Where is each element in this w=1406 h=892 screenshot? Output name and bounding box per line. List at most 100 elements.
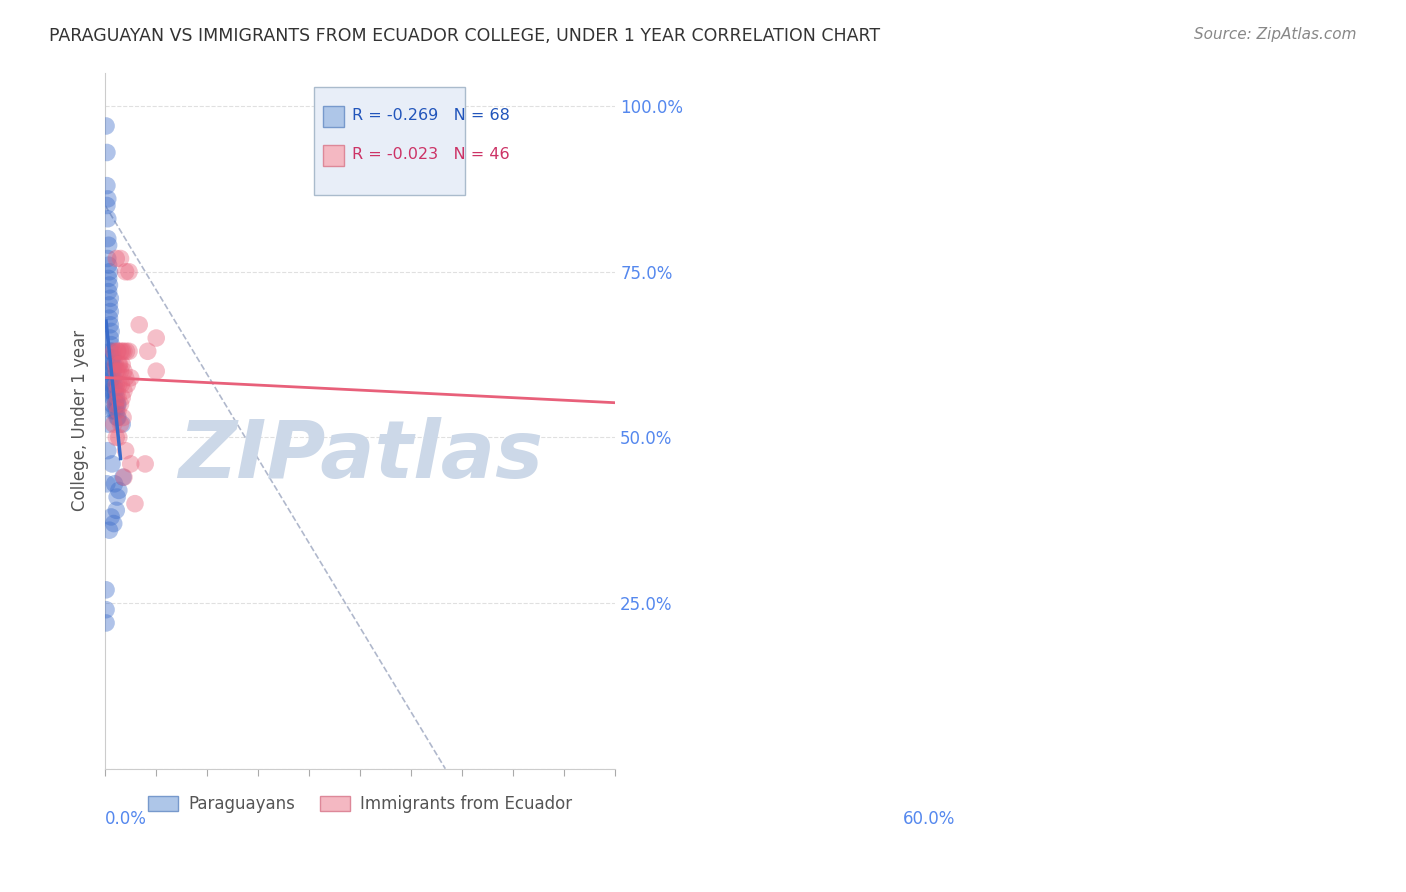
Point (97, 238, 120, 252)
Text: PARAGUAYAN VS IMMIGRANTS FROM ECUADOR COLLEGE, UNDER 1 YEAR CORRELATION CHART: PARAGUAYAN VS IMMIGRANTS FROM ECUADOR CO… (49, 27, 880, 45)
Point (111, 391, 134, 405)
Point (117, 377, 139, 392)
Y-axis label: College, Under 1 year: College, Under 1 year (72, 330, 89, 511)
Point (108, 483, 131, 498)
Point (101, 404, 124, 418)
Point (105, 252, 128, 266)
Point (136, 344, 159, 359)
Point (98, 344, 121, 359)
Text: Source: ZipAtlas.com: Source: ZipAtlas.com (1194, 27, 1357, 42)
Point (98, 331, 121, 345)
Point (112, 364, 135, 378)
Point (145, 331, 167, 345)
Point (112, 344, 135, 359)
Point (118, 265, 141, 279)
Point (114, 371, 136, 385)
Point (114, 443, 136, 458)
Point (101, 358, 124, 372)
Point (97, 417, 120, 432)
Legend: Paraguayans, Immigrants from Ecuador: Paraguayans, Immigrants from Ecuador (142, 789, 579, 820)
FancyBboxPatch shape (315, 87, 465, 194)
Bar (323, 105, 344, 127)
Point (97, 271, 120, 285)
Point (97, 252, 120, 266)
Point (103, 391, 125, 405)
Point (107, 404, 129, 418)
Point (101, 364, 124, 378)
Point (98, 298, 121, 312)
Point (103, 404, 125, 418)
Point (98, 278, 121, 293)
Point (105, 430, 128, 444)
Point (97, 232, 120, 246)
Point (110, 377, 132, 392)
Point (96, 145, 118, 160)
Point (97, 258, 120, 272)
Point (104, 397, 127, 411)
Point (101, 371, 124, 385)
Point (108, 358, 131, 372)
Point (97, 364, 120, 378)
Point (97, 285, 120, 299)
Point (112, 410, 135, 425)
Point (112, 384, 135, 398)
Point (103, 358, 125, 372)
Point (124, 497, 146, 511)
Point (103, 384, 125, 398)
Point (110, 364, 132, 378)
Point (107, 364, 129, 378)
Point (101, 457, 124, 471)
Point (100, 351, 122, 365)
Point (145, 364, 167, 378)
Point (110, 417, 132, 432)
Point (103, 516, 125, 531)
Text: R = -0.023   N = 46: R = -0.023 N = 46 (352, 147, 509, 161)
Point (111, 417, 134, 432)
Point (105, 397, 128, 411)
Point (105, 404, 128, 418)
Point (104, 384, 127, 398)
Point (105, 384, 128, 398)
Point (110, 344, 132, 359)
Point (115, 344, 138, 359)
Point (110, 252, 132, 266)
Point (107, 344, 129, 359)
Point (98, 291, 121, 305)
Point (108, 430, 131, 444)
Point (108, 358, 131, 372)
Point (100, 377, 122, 392)
Point (101, 397, 124, 411)
Point (111, 358, 134, 372)
Point (101, 351, 124, 365)
Point (100, 337, 122, 351)
Point (94, 615, 117, 630)
Point (98, 304, 121, 318)
Point (112, 470, 135, 484)
Point (100, 510, 122, 524)
Point (101, 377, 124, 392)
Point (118, 344, 141, 359)
Point (107, 410, 129, 425)
Point (105, 344, 128, 359)
Point (96, 178, 118, 193)
Point (97, 211, 120, 226)
Point (103, 371, 125, 385)
Point (97, 192, 120, 206)
Point (100, 364, 122, 378)
Point (105, 503, 128, 517)
Point (98, 318, 121, 332)
Point (104, 397, 127, 411)
Point (101, 344, 124, 359)
Point (104, 358, 127, 372)
Point (112, 470, 135, 484)
Point (107, 397, 129, 411)
Point (101, 391, 124, 405)
Point (120, 457, 142, 471)
Point (103, 476, 125, 491)
Point (134, 457, 156, 471)
Point (108, 377, 131, 392)
Point (107, 391, 129, 405)
Point (103, 377, 125, 392)
Point (98, 311, 121, 326)
Text: 0.0%: 0.0% (105, 811, 148, 829)
